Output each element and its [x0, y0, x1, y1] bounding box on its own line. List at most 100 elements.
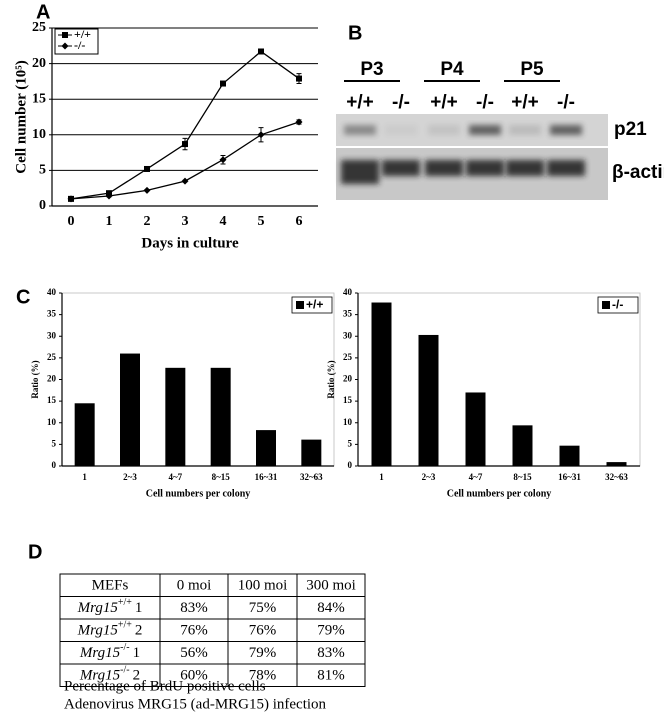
legend-swatch — [296, 301, 304, 309]
panel-label: C — [16, 286, 30, 308]
table-header: 100 moi — [238, 578, 288, 594]
series-line — [70, 50, 300, 200]
y-tick-label: 35 — [343, 309, 353, 319]
y-tick-label: 15 — [32, 91, 46, 106]
bar — [165, 367, 186, 466]
y-tick-label: 20 — [47, 374, 57, 384]
passage-label: P4 — [440, 59, 464, 80]
genotype: +/+ — [118, 620, 132, 631]
lane-label: -/- — [476, 92, 494, 113]
x-axis-title: Days in culture — [141, 235, 239, 251]
table-cell: 76% — [180, 623, 208, 639]
note: Percentage of BrdU positive cells — [64, 678, 266, 694]
legend-label: -/- — [612, 298, 623, 312]
x-tick-label: 8~15 — [212, 472, 231, 482]
y-tick-label: 40 — [47, 287, 57, 297]
bar — [120, 353, 140, 466]
x-tick-label: 2~3 — [422, 472, 436, 482]
marker — [182, 141, 188, 148]
note: Adenovirus MRG15 (ad-MRG15) infection — [64, 696, 327, 712]
y-axis-title: Cell number (10⁵) — [13, 60, 29, 173]
y-tick-label: 5 — [39, 163, 46, 178]
table-border — [59, 573, 366, 687]
x-tick-label: 1 — [106, 214, 113, 229]
band — [550, 125, 582, 135]
table-header: MEFs — [92, 578, 129, 594]
lane-label: +/+ — [430, 92, 457, 113]
legend-label: -/- — [74, 38, 85, 52]
y-tick-label: 5 — [52, 438, 57, 448]
band — [344, 125, 376, 135]
x-tick-label: 1 — [82, 472, 87, 482]
y-tick-label: 5 — [348, 438, 353, 448]
y-tick-label: 20 — [343, 374, 353, 384]
y-tick-label: 40 — [343, 287, 353, 297]
table-cell: 79% — [249, 645, 277, 661]
x-tick-label: 6 — [296, 214, 303, 229]
gene-name: Mrg15 — [77, 600, 119, 616]
table-cell: 78% — [249, 668, 277, 684]
row-label: p21 — [614, 119, 647, 140]
marker — [295, 118, 303, 126]
bar — [210, 367, 231, 466]
marker — [257, 131, 265, 139]
y-axis-title: Ratio (%) — [326, 360, 336, 398]
gene-name: Mrg15 — [79, 668, 121, 684]
series-line — [70, 121, 300, 200]
band — [466, 160, 504, 176]
band — [385, 125, 417, 135]
bar — [256, 430, 276, 466]
legend-label: +/+ — [306, 298, 323, 312]
y-tick-label: 10 — [47, 417, 57, 427]
bar — [559, 445, 580, 466]
legend-label: +/+ — [74, 27, 91, 41]
clone: 1 — [133, 645, 141, 661]
y-tick-label: 0 — [39, 198, 46, 213]
y-tick-label: 20 — [32, 56, 46, 71]
band — [425, 160, 463, 176]
y-tick-label: 25 — [32, 20, 46, 35]
marker — [296, 75, 302, 82]
western-blot — [336, 114, 608, 200]
table-header: 300 moi — [306, 578, 356, 594]
bar — [465, 392, 486, 466]
lane-label: -/- — [392, 92, 410, 113]
band — [506, 160, 544, 176]
y-tick-label: 15 — [343, 395, 353, 405]
marker — [258, 48, 264, 55]
table-cell: 84% — [317, 600, 345, 616]
genotype: -/- — [120, 665, 129, 676]
band — [341, 160, 379, 184]
bar — [74, 403, 95, 466]
marker — [61, 42, 69, 50]
table-cell: 60% — [180, 668, 208, 684]
x-tick-label: 3 — [182, 214, 189, 229]
y-tick-label: 10 — [32, 127, 46, 142]
band — [547, 160, 585, 176]
bar — [371, 302, 392, 466]
y-tick-label: 30 — [343, 330, 353, 340]
y-tick-label: 0 — [348, 460, 353, 470]
clone: 2 — [135, 623, 143, 639]
x-tick-label: 8~15 — [513, 472, 532, 482]
passage-label: P5 — [520, 59, 544, 80]
lane-label: -/- — [557, 92, 575, 113]
y-tick-label: 15 — [47, 395, 57, 405]
lane-label: +/+ — [346, 92, 373, 113]
x-tick-label: 4~7 — [168, 472, 182, 482]
genotype: -/- — [120, 642, 129, 653]
plot-frame — [357, 292, 641, 467]
clone: 2 — [133, 668, 141, 684]
marker — [220, 80, 226, 87]
band — [509, 125, 541, 135]
x-tick-label: 4 — [220, 214, 227, 229]
band — [428, 125, 460, 135]
x-tick-label: 16~31 — [558, 472, 581, 482]
y-tick-label: 0 — [52, 460, 57, 470]
lane-label: +/+ — [511, 92, 538, 113]
x-tick-label: 2~3 — [123, 472, 137, 482]
band — [469, 125, 501, 135]
legend-swatch — [602, 301, 610, 309]
x-tick-label: 16~31 — [255, 472, 278, 482]
